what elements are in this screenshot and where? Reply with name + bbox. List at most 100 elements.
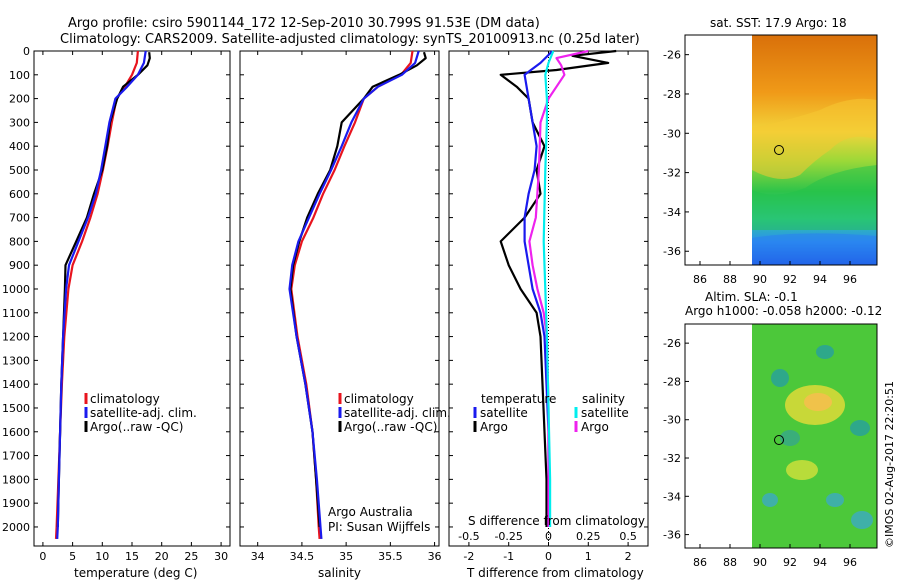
title-line-1: Argo profile: csiro 5901144_172 12-Sep-2… [68, 16, 540, 31]
t-diff-tick-label: 1 [585, 550, 592, 563]
sla-argo-marker [774, 435, 784, 445]
difference-series [499, 49, 617, 527]
legend-label-climatology: climatology [90, 392, 160, 406]
s-diff-tick-label: -0.25 [494, 530, 522, 543]
legend-title-salinity: salinity [582, 392, 625, 406]
map-lon-tick-label: 90 [753, 273, 767, 286]
map-lat-tick-label: -28 [663, 375, 681, 388]
map-lon-tick-label: 88 [723, 556, 737, 569]
t-diff-tick-label: 0 [545, 550, 552, 563]
salinity-xlabel: salinity [318, 566, 361, 580]
sst-green-zone [752, 165, 877, 230]
depth-tick-label: 1900 [2, 497, 30, 510]
temp-argo-line [56, 52, 151, 528]
tdiff-argo-line [499, 49, 617, 527]
map-lat-tick-label: -34 [663, 490, 681, 503]
map-lat-tick-label: -26 [663, 49, 681, 62]
map-lat-tick-label: -30 [663, 127, 681, 140]
map-lat-tick-label: -32 [663, 452, 681, 465]
temp-satellite-line [56, 50, 147, 539]
map-lat-tick-label: -30 [663, 414, 681, 427]
x-tick-label: 34 [251, 550, 265, 563]
sdiff-satellite-line [542, 50, 555, 527]
depth-tick-label: 1600 [2, 426, 30, 439]
depth-tick-label: 2000 [2, 521, 30, 534]
sla-high-zone-2 [786, 460, 818, 480]
map-lon-tick-label: 94 [813, 556, 827, 569]
sla-map-axes: 86 88 90 92 94 96 -26 -28 -30 -32 -34 -36 [663, 337, 857, 569]
x-tick-label: 5 [69, 550, 76, 563]
sal-argo-line [289, 51, 427, 528]
sla-peak [804, 393, 832, 411]
sla-heatmap [752, 324, 877, 548]
salinity-series [288, 50, 427, 539]
sal-climatology-line [290, 50, 414, 539]
map-lon-tick-label: 96 [843, 556, 857, 569]
depth-tick-label: 0 [23, 45, 30, 58]
map-lat-tick-label: -36 [663, 245, 681, 258]
depth-tick-label: 1400 [2, 378, 30, 391]
depth-tick-label: 1300 [2, 354, 30, 367]
salinity-panel-frame [239, 50, 440, 547]
salinity-axis: 34 34.5 35 35.5 36 [251, 51, 442, 563]
temp-climatology-line [54, 50, 139, 539]
sla-map-title-1: Altim. SLA: -0.1 [705, 290, 798, 304]
salinity-legend: climatology satellite-adj. clim. Argo(..… [328, 392, 451, 534]
legend-title-temperature: temperature [481, 392, 556, 406]
x-tick-label: 35.5 [378, 550, 403, 563]
x-tick-label: 15 [125, 550, 139, 563]
sst-map [684, 34, 878, 266]
sla-map-frame [684, 323, 878, 549]
map-lon-tick-label: 90 [753, 556, 767, 569]
sla-texture [762, 345, 873, 529]
depth-tick-label: 900 [9, 259, 30, 272]
depth-tick-label: 1100 [2, 307, 30, 320]
x-tick-label: 0 [39, 550, 46, 563]
footer-credit: ©IMOS 02-Aug-2017 22:20:51 [883, 381, 896, 548]
depth-tick-label: 600 [9, 188, 30, 201]
map-lat-tick-label: -34 [663, 206, 681, 219]
map-lon-tick-label: 92 [783, 273, 797, 286]
s-diff-tick-label: 0.25 [576, 530, 601, 543]
legend-label-t-satellite: satellite [480, 406, 528, 420]
temperature-axis: 0 5 10 15 20 25 30 [39, 51, 228, 563]
depth-tick-label: 1200 [2, 331, 30, 344]
x-tick-label: 30 [214, 550, 228, 563]
x-tick-label: 20 [155, 550, 169, 563]
map-lon-tick-label: 92 [783, 556, 797, 569]
annotation-argo-australia: Argo Australia [328, 505, 413, 519]
sst-texture [752, 98, 877, 265]
t-diff-tick-label: -2 [463, 550, 474, 563]
depth-tick-label: 300 [9, 116, 30, 129]
depth-tick-label: 1700 [2, 450, 30, 463]
s-difference-label: S difference from climatology [468, 514, 645, 528]
sal-satellite-line [288, 50, 420, 539]
legend-label-satellite: satellite-adj. clim. [344, 406, 451, 420]
map-lat-tick-label: -36 [663, 529, 681, 542]
sla-low-zone [762, 493, 778, 507]
x-tick-label: 34.5 [290, 550, 315, 563]
depth-tick-label: 400 [9, 140, 30, 153]
sst-map-title: sat. SST: 17.9 Argo: 18 [710, 16, 847, 30]
map-lat-tick-label: -28 [663, 88, 681, 101]
legend-label-satellite: satellite-adj. clim. [90, 406, 197, 420]
legend-label-s-argo: Argo [581, 420, 609, 434]
map-lat-tick-label: -26 [663, 337, 681, 350]
annotation-pi: PI: Susan Wijffels [328, 520, 430, 534]
map-lon-tick-label: 94 [813, 273, 827, 286]
map-lon-tick-label: 86 [693, 556, 707, 569]
depth-tick-label: 1800 [2, 473, 30, 486]
map-lat-tick-label: -32 [663, 167, 681, 180]
s-diff-tick-label: 0.5 [619, 530, 637, 543]
sst-argo-marker [774, 145, 784, 155]
title-line-2: Climatology: CARS2009. Satellite-adjuste… [60, 32, 640, 47]
temperature-panel-frame [33, 50, 231, 547]
sla-low-zone [771, 369, 789, 387]
legend-label-argo: Argo(..raw -QC) [90, 420, 183, 434]
legend-label-argo: Argo(..raw -QC) [344, 420, 437, 434]
legend-label-t-argo: Argo [480, 420, 508, 434]
sla-low-zone [780, 430, 800, 446]
depth-axis: 0 100 200 300 400 500 600 700 800 900 1000 1100 1200… [2, 45, 648, 534]
depth-tick-label: 1000 [2, 283, 30, 296]
